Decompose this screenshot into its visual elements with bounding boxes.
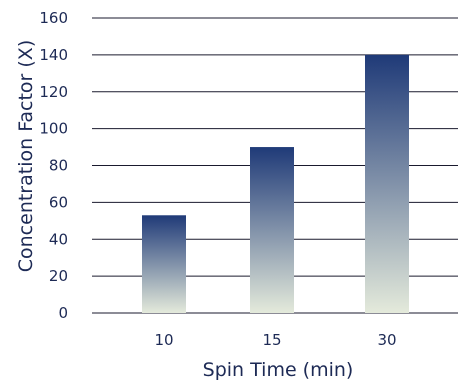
y-tick-label: 100 xyxy=(39,120,68,138)
x-axis-title: Spin Time (min) xyxy=(203,359,354,381)
y-tick-label: 40 xyxy=(49,230,68,248)
y-tick-labels: 0 20 40 60 80 100 120 140 160 xyxy=(39,9,68,322)
y-tick-label: 0 xyxy=(58,304,68,322)
bar-15 xyxy=(250,147,294,313)
x-tick-label: 30 xyxy=(377,331,396,349)
y-tick-label: 140 xyxy=(39,46,68,64)
bars xyxy=(142,54,409,313)
x-tick-label: 10 xyxy=(154,331,173,349)
bar-30 xyxy=(365,54,409,313)
y-axis-title: Concentration Factor (X) xyxy=(15,40,37,273)
bar-10 xyxy=(142,215,186,313)
y-tick-label: 160 xyxy=(39,9,68,27)
y-tick-label: 80 xyxy=(49,157,68,175)
y-tick-label: 60 xyxy=(49,193,68,211)
y-tick-label: 120 xyxy=(39,83,68,101)
x-tick-labels: 10 15 30 xyxy=(154,331,396,349)
x-tick-label: 15 xyxy=(262,331,281,349)
y-tick-label: 20 xyxy=(49,267,68,285)
